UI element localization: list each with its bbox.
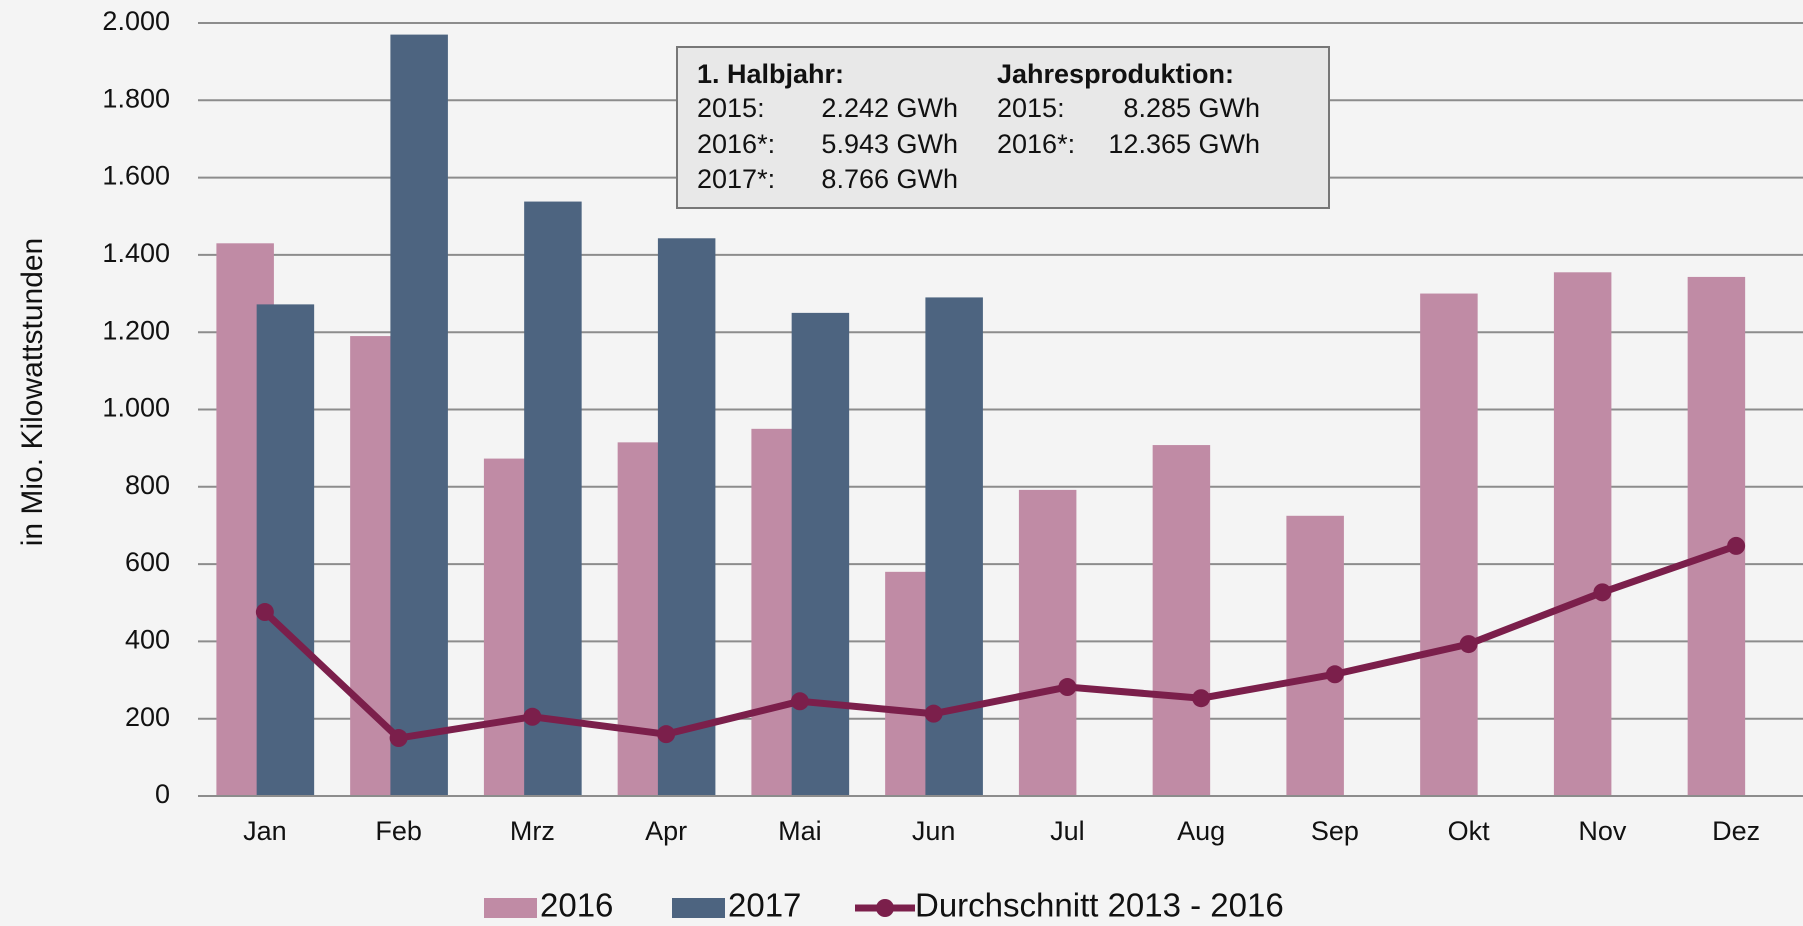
line-marker bbox=[924, 704, 943, 723]
annotation-value: 8.766 GWh bbox=[821, 164, 958, 194]
x-tick-label: Jun bbox=[912, 816, 956, 846]
line-marker bbox=[523, 707, 542, 726]
bar bbox=[1553, 272, 1612, 797]
y-axis-label: in Mio. Kilowattstunden bbox=[16, 238, 49, 547]
legend-swatch bbox=[484, 898, 537, 918]
bar bbox=[256, 304, 315, 796]
bar bbox=[791, 312, 850, 796]
line-marker bbox=[389, 729, 408, 748]
line-marker bbox=[657, 725, 676, 744]
x-tick-label: Apr bbox=[645, 816, 687, 846]
bar bbox=[1286, 515, 1344, 796]
bar bbox=[1420, 293, 1478, 796]
bar bbox=[1687, 276, 1746, 796]
x-tick-label: Sep bbox=[1311, 816, 1359, 846]
legend-swatch bbox=[672, 898, 725, 918]
x-tick-label: Okt bbox=[1448, 816, 1491, 846]
y-tick-label: 400 bbox=[125, 625, 170, 655]
annotation-label: 2016*: bbox=[997, 129, 1075, 159]
y-tick-label: 200 bbox=[125, 702, 170, 732]
y-tick-label: 1.000 bbox=[102, 393, 170, 423]
x-tick-label: Nov bbox=[1578, 816, 1627, 846]
line-marker bbox=[1459, 635, 1478, 654]
annotation-value: 12.365 GWh bbox=[1108, 129, 1260, 159]
line-marker bbox=[1325, 665, 1344, 684]
bar bbox=[524, 201, 582, 797]
x-tick-label: Aug bbox=[1177, 816, 1225, 846]
line-marker bbox=[790, 692, 809, 711]
annotation-value: 5.943 GWh bbox=[821, 129, 958, 159]
annotation-label: 2015: bbox=[697, 93, 765, 123]
y-tick-label: 1.400 bbox=[102, 238, 170, 268]
line bbox=[262, 542, 1738, 742]
x-tick-label: Jul bbox=[1050, 816, 1085, 846]
annotation-value: 2.242 GWh bbox=[821, 93, 958, 123]
x-tick-label: Mai bbox=[778, 816, 822, 846]
legend-label: 2017 bbox=[728, 887, 801, 924]
y-tick-label: 1.200 bbox=[102, 315, 170, 345]
bar bbox=[1018, 489, 1077, 796]
y-tick-label: 1.600 bbox=[102, 161, 170, 191]
legend-label: 2016 bbox=[540, 887, 613, 924]
annotation-title: 1. Halbjahr: bbox=[697, 59, 844, 89]
line-marker bbox=[255, 603, 274, 622]
line-marker bbox=[1192, 689, 1211, 708]
line-marker bbox=[1727, 536, 1746, 555]
x-tick-label: Feb bbox=[375, 816, 422, 846]
annotation-value: 8.285 GWh bbox=[1123, 93, 1260, 123]
bar bbox=[390, 34, 448, 797]
x-tick-label: Mrz bbox=[510, 816, 555, 846]
y-tick-label: 600 bbox=[125, 547, 170, 577]
y-tick-label: 1.800 bbox=[102, 83, 170, 113]
line-marker bbox=[1058, 678, 1077, 697]
y-tick-label: 2.000 bbox=[102, 6, 170, 36]
y-tick-label: 0 bbox=[155, 779, 170, 809]
annotation-label: 2016*: bbox=[697, 129, 775, 159]
legend-swatch bbox=[876, 899, 894, 917]
y-tick-label: 800 bbox=[125, 470, 170, 500]
x-tick-label: Dez bbox=[1712, 816, 1760, 846]
x-tick-label: Jan bbox=[243, 816, 287, 846]
legend-label: Durchschnitt 2013 - 2016 bbox=[915, 887, 1284, 924]
bar bbox=[1152, 445, 1211, 796]
bar bbox=[657, 238, 716, 796]
annotation-label: 2017*: bbox=[697, 164, 775, 194]
line-marker bbox=[1593, 583, 1612, 602]
annotation-title: Jahresproduktion: bbox=[997, 59, 1234, 89]
annotation-label: 2015: bbox=[997, 93, 1065, 123]
annotation-box bbox=[676, 46, 1330, 209]
